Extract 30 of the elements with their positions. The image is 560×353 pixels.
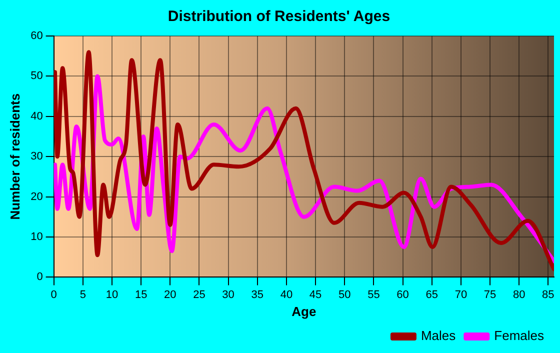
y-tick-label: 0 — [36, 271, 43, 284]
y-axis-title: Number of residents — [7, 93, 22, 220]
chart-title: Distribution of Residents' Ages — [168, 8, 390, 26]
x-tick-label: 0 — [50, 288, 57, 301]
x-tick-label: 50 — [338, 288, 351, 301]
x-tick-label: 20 — [164, 288, 176, 301]
x-tick-label: 25 — [193, 288, 206, 301]
x-tick-label: 30 — [222, 288, 234, 301]
x-axis-title: Age — [292, 304, 316, 319]
y-tick-label: 40 — [30, 110, 43, 122]
x-tick-label: 70 — [454, 288, 468, 301]
x-tick-label: 35 — [251, 288, 264, 301]
x-tick-label: 10 — [106, 288, 118, 301]
x-tick-label: 75 — [484, 288, 496, 301]
y-tick-label: 50 — [30, 70, 43, 82]
x-tick-label: 60 — [396, 288, 409, 301]
x-tick-label: 85 — [542, 288, 554, 301]
y-tick-label: 20 — [30, 190, 43, 203]
y-tick-label: 10 — [30, 231, 43, 244]
legend-label: Males — [420, 328, 456, 344]
x-tick-label: 80 — [512, 288, 526, 301]
x-tick-label: 45 — [309, 288, 322, 301]
x-tick-label: 65 — [426, 288, 438, 301]
x-tick-label: 55 — [368, 288, 380, 301]
y-tick-label: 60 — [30, 30, 43, 42]
x-tick-label: 5 — [80, 288, 86, 301]
legend-label: Females — [494, 328, 544, 344]
x-tick-label: 40 — [280, 288, 293, 301]
x-tick-label: 15 — [134, 288, 148, 301]
y-tick-label: 30 — [30, 150, 43, 163]
